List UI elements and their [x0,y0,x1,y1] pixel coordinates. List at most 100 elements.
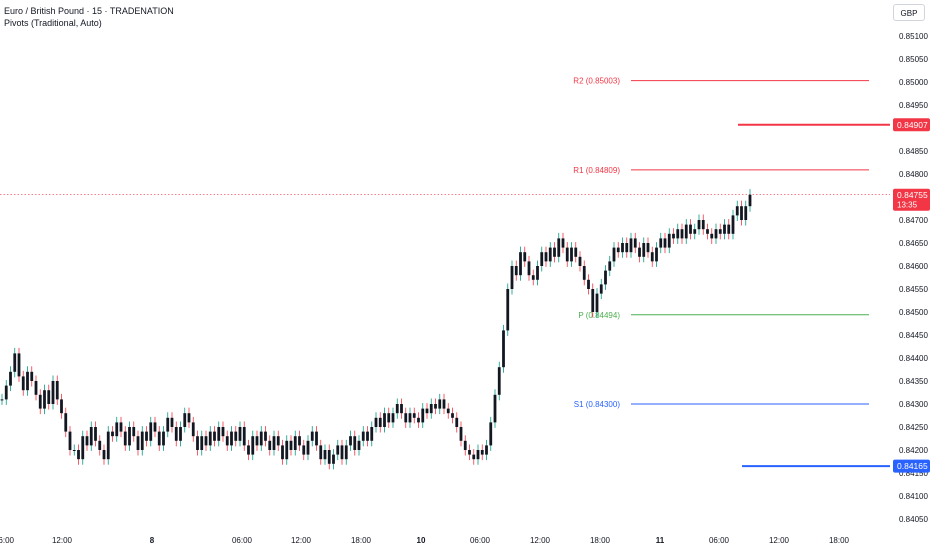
candle-body [740,206,743,220]
candle-body [60,399,63,414]
candle-body [438,399,442,409]
indicator-title[interactable]: Pivots (Traditional, Auto) [4,18,102,28]
candle-body [493,394,497,423]
candle-body [353,436,357,450]
y-tick-label: 0.84050 [899,515,928,524]
candle-body [68,431,72,450]
symbol-title[interactable]: Euro / British Pound · 15 · TRADENATION [4,6,174,16]
candle-body [166,417,170,432]
candle-body [642,243,646,257]
candle-body [578,256,582,266]
price-label-countdown: 13:35 [897,201,918,210]
candle-body [196,436,199,450]
candle-body [680,229,684,239]
candle-body [51,381,55,404]
y-tick-label: 0.84300 [899,400,928,409]
candle-body [621,243,624,253]
x-tick-label: 06:00 [232,536,253,545]
candle-body [536,266,539,280]
candle-body [119,422,123,432]
candle-body [251,436,255,455]
y-tick-label: 0.84250 [899,423,928,432]
candle-body [667,233,671,248]
candle-body [395,404,399,414]
candle-body [595,293,599,312]
candle-body [136,436,140,450]
price-axis[interactable]: 0.851000.850500.850000.849500.849000.848… [899,32,928,524]
candle-body [582,266,586,280]
candle-body [697,220,701,230]
candle-body [540,252,544,266]
candle-body [26,371,29,391]
candle-body [157,431,161,446]
candle-body [497,367,501,395]
candle-body [272,436,276,450]
candle-body [434,404,437,409]
candle-body [404,413,408,423]
candle-body [527,261,531,276]
candle-body [565,247,569,262]
x-tick-label: 12:00 [530,536,551,545]
y-tick-label: 0.84450 [899,331,928,340]
y-tick-label: 0.84200 [899,446,928,455]
candle-body [111,431,114,437]
candle-body [264,431,267,441]
x-tick-label: 06:00 [709,536,730,545]
candle-body [489,422,493,446]
candle-body [115,422,119,437]
candle-body [706,229,709,234]
candle-body [663,238,667,248]
candle-body [400,404,403,414]
candle-body [374,417,378,427]
candle-body [89,427,93,446]
candle-body [55,381,59,400]
candle-body [149,422,153,441]
candle-body [285,440,289,460]
candle-body [412,413,416,418]
candle-body [340,445,344,460]
y-tick-label: 0.84500 [899,308,928,317]
candle-body [281,445,284,460]
candle-body [451,413,454,418]
price-label-box [893,118,930,132]
candle-body [553,247,556,257]
candle-body [217,427,221,441]
y-tick-label: 0.84700 [899,216,928,225]
candle-body [672,233,675,239]
candle-body [77,450,80,460]
y-tick-label: 0.85100 [899,32,928,41]
candle-body [485,445,488,455]
candle-body [612,247,616,262]
currency-button[interactable]: GBP [893,4,925,21]
y-tick-label: 0.84550 [899,285,928,294]
candle-body [140,431,144,450]
candle-body [323,450,327,460]
price-label-box [893,459,930,473]
candle-body [446,408,450,414]
candle-body [531,275,535,280]
candle-body [370,427,374,441]
candle-body [684,224,688,239]
y-tick-label: 0.85050 [899,55,928,64]
candle-body [174,427,178,441]
y-tick-label: 0.84950 [899,101,928,110]
candle-body [4,385,8,400]
candle-body [204,436,208,446]
candle-body [85,436,89,446]
time-axis[interactable]: 06:00 12:00 8 06:00 12:00 18:00 10 06:00 12:00 18… [0,536,850,545]
candle-body [574,247,578,257]
candle-body [293,436,297,450]
candle-body [298,436,301,446]
candle-body [234,431,238,441]
candle-body [289,440,293,450]
candle-body [0,399,4,401]
candle-body [306,440,310,455]
candle-body [34,381,38,395]
candle-body [723,224,726,234]
y-tick-label: 0.84800 [899,170,928,179]
x-tick-label: 12:00 [52,536,73,545]
candle-body [128,427,131,446]
candle-body [502,330,505,368]
